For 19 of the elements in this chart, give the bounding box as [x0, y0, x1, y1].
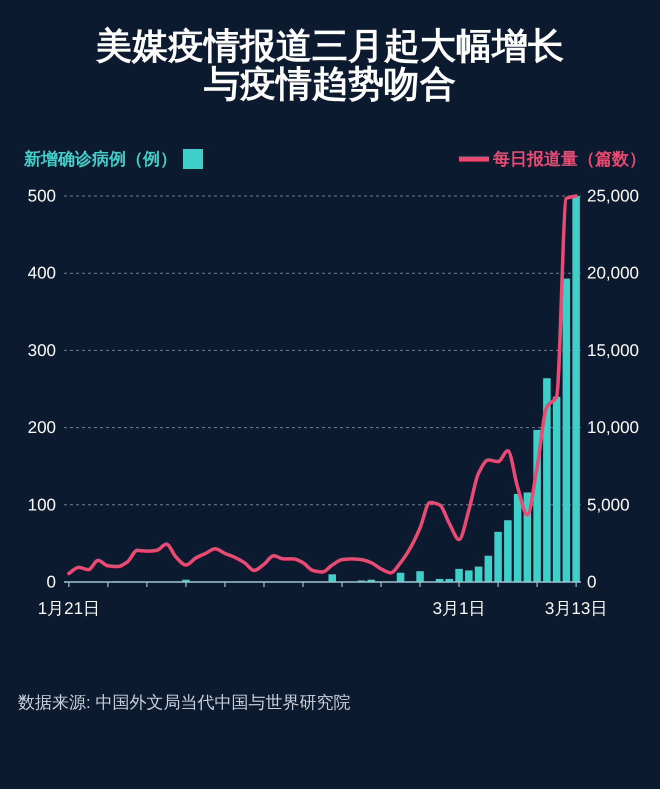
y2-tick-label: 5,000	[587, 495, 630, 514]
y-tick-label: 200	[28, 418, 56, 438]
y-tick-label: 0	[46, 572, 56, 592]
y-tick-label: 500	[28, 186, 56, 206]
legend-label: 新增确诊病例（例）	[24, 150, 177, 168]
y2-tick-label: 20,000	[587, 264, 639, 283]
x-tick-label: 3月13日	[544, 599, 608, 618]
y-tick-label: 400	[28, 264, 56, 283]
y-tick-label: 300	[28, 340, 56, 360]
x-tick-label: 1月21日	[38, 599, 100, 618]
y2-tick-label: 25,000	[587, 186, 639, 206]
y-tick-label: 100	[28, 495, 56, 514]
y2-tick-label: 0	[587, 572, 596, 592]
y2-tick-label: 15,000	[587, 340, 639, 360]
y2-tick-label: 10,000	[587, 418, 639, 438]
legend-label: 每日报道量（篇数）	[493, 150, 646, 168]
source-note: 数据来源: 中国外文局当代中国与世界研究院	[18, 693, 350, 712]
chart-title: 美媒疫情报道三月起大幅增长与疫情趋势吻合	[96, 25, 564, 104]
x-tick-label: 3月1日	[432, 599, 486, 618]
